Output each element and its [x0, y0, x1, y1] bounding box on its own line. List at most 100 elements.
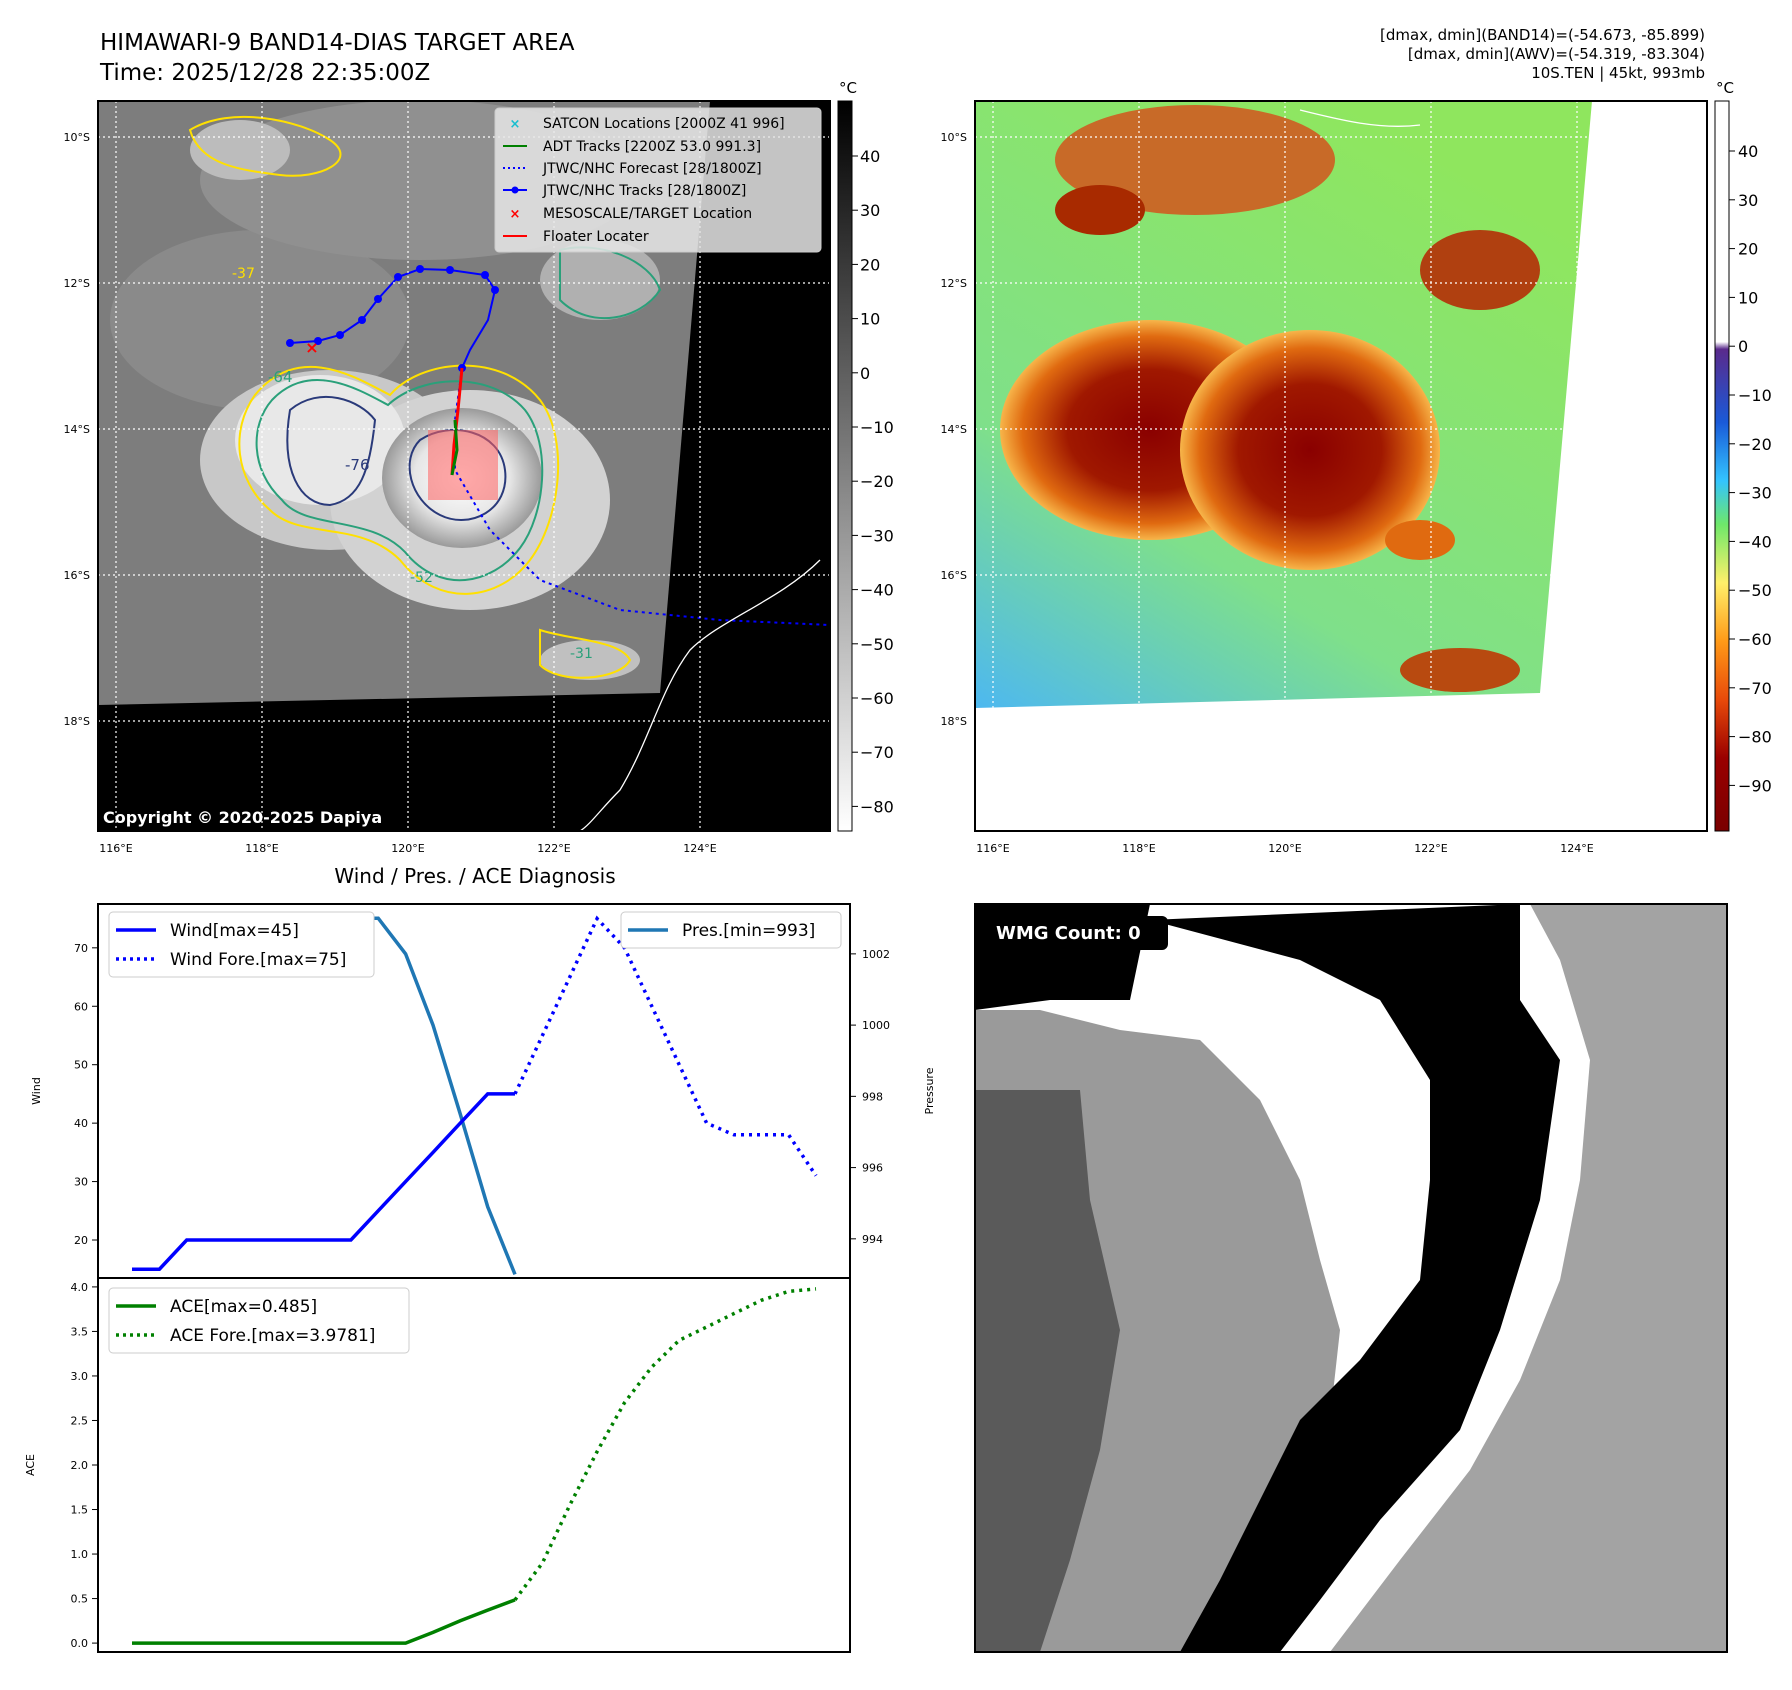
wind-ytick-label: 30 — [74, 1176, 88, 1189]
wmg-badge — [988, 916, 1168, 950]
wv-gridlines: 10°S 12°S 14°S 16°S 18°S 116°E 118°E 120°E 122°E… — [941, 101, 1707, 855]
adt-track-line — [450, 419, 459, 476]
wv-lon-label: 116°E — [976, 842, 1009, 855]
legend-label-floater: Floater Locater — [543, 229, 649, 245]
ir-cbar-tick-label: −10 — [860, 418, 894, 437]
ace-chart: ACE 0.0 0.5 1.0 1.5 2.0 2.5 3.0 3.5 4.0 ACE[max=0… — [24, 1277, 851, 1653]
legend-box — [494, 107, 822, 253]
stats-awv: [dmax, dmin](AWV)=(-54.319, -83.304) — [1408, 45, 1705, 63]
ir-coastline — [579, 559, 821, 831]
ir-cbar-tick-label: 10 — [860, 310, 880, 329]
ir-lon-label: 116°E — [99, 842, 132, 855]
legend-label-target: MESOSCALE/TARGET Location — [543, 206, 752, 222]
wv-cbar-tick-label: −10 — [1738, 386, 1772, 405]
wind-ytick-label: 20 — [74, 1234, 88, 1247]
pressure-axis-label: Pressure — [923, 1067, 936, 1114]
wind-ytick-label: 50 — [74, 1059, 88, 1072]
contour-label-3: -52 — [410, 570, 433, 586]
tracks-legend-dot-icon — [511, 186, 519, 194]
ace-axis-label: ACE — [24, 1454, 37, 1476]
ir-cbar-tick-label: 40 — [860, 147, 880, 166]
wind-axis-label: Wind — [30, 1077, 43, 1105]
wind-legend-label: Wind[max=45] — [170, 921, 299, 941]
ir-colorbar — [837, 100, 853, 832]
wv-cbar-tick-label: −60 — [1738, 630, 1772, 649]
wmg-region-light — [1330, 904, 1727, 1652]
ir-lat-label: 14°S — [64, 423, 90, 436]
wv-cbar-tick-label: −80 — [1738, 728, 1772, 747]
wv-lat-label: 14°S — [941, 423, 967, 436]
ir-gridlines: 10°S 12°S 14°S 16°S 18°S 116°E 118°E 120°E 122°E… — [64, 101, 830, 855]
ir-lon-label: 118°E — [245, 842, 278, 855]
wv-map-panel: 10°S 12°S 14°S 16°S 18°S 116°E 118°E 120°E 122°E… — [941, 79, 1772, 855]
stats-band14: [dmax, dmin](BAND14)=(-54.673, -85.899) — [1380, 26, 1705, 44]
wv-lat-label: 18°S — [941, 715, 967, 728]
ace-legend-box — [108, 1287, 410, 1354]
wind-series-line — [132, 1092, 515, 1271]
wind-ytick-label: 60 — [74, 1000, 88, 1013]
wv-lon-label: 118°E — [1122, 842, 1155, 855]
wv-cbar-tick-label: −50 — [1738, 581, 1772, 600]
pressure-legend-box — [620, 911, 842, 949]
wind-legend-box — [108, 911, 375, 978]
contour-label-1: -76 — [345, 456, 370, 474]
ace-ytick-label: 3.0 — [71, 1370, 89, 1383]
pressure-ytick-label: 994 — [862, 1233, 883, 1246]
contour-label-2: -64 — [268, 368, 293, 386]
ace-ytick-label: 3.5 — [71, 1325, 89, 1338]
wind-ytick-label: 70 — [74, 942, 88, 955]
wmg-panel: WMG Count: 0 — [974, 903, 1728, 1653]
ir-cbar-tick-label: −40 — [860, 581, 894, 600]
legend-label-tracks: JTWC/NHC Tracks [28/1800Z] — [542, 183, 746, 199]
ir-legend: × SATCON Locations [2000Z 41 996] ADT Tr… — [494, 107, 822, 253]
ace-ytick-label: 4.0 — [71, 1281, 89, 1294]
ir-cbar-tick-label: −60 — [860, 689, 894, 708]
wv-cbar-tick-label: 30 — [1738, 191, 1758, 210]
ir-cbar-tick-label: −70 — [860, 743, 894, 762]
pressure-ytick-label: 1000 — [862, 1019, 890, 1032]
wv-lon-label: 122°E — [1414, 842, 1447, 855]
pressure-ytick-label: 1002 — [862, 948, 890, 961]
wv-colorbar-ticks: 40 30 20 10 0 −10 −20 −30 −40 −50 −60 −70 −80 −90 — [1729, 142, 1772, 795]
wv-cbar-tick-label: −70 — [1738, 679, 1772, 698]
wv-cbar-tick-label: −90 — [1738, 776, 1772, 795]
ir-colorbar-ticks: 40 30 20 10 0 −10 −20 −30 −40 −50 −60 −70 −80 — [852, 147, 894, 816]
ace-legend-label: ACE[max=0.485] — [170, 1297, 317, 1317]
pressure-legend-label: Pres.[min=993] — [682, 921, 815, 941]
ir-cbar-tick-label: −30 — [860, 526, 894, 545]
wv-lat-label: 16°S — [941, 569, 967, 582]
diagnosis-title: Wind / Pres. / ACE Diagnosis — [334, 864, 615, 888]
target-location-marker: × — [305, 338, 318, 357]
ir-cbar-tick-label: −50 — [860, 635, 894, 654]
ir-cbar-tick-label: 20 — [860, 255, 880, 274]
wv-map-frame — [974, 100, 1708, 832]
ir-map-panel: × -76 -64 -52 -37 -31 10°S 12°S 14°S 16°S 18… — [64, 79, 894, 855]
target-legend-marker-icon: × — [510, 207, 521, 222]
pressure-ytick-label: 996 — [862, 1162, 883, 1175]
wv-cbar-tick-label: 10 — [1738, 288, 1758, 307]
pressure-ytick-label: 998 — [862, 1090, 883, 1103]
wv-colorbar-unit: °C — [1716, 79, 1734, 97]
ace-ytick-label: 1.5 — [71, 1504, 89, 1517]
wv-lat-label: 10°S — [941, 131, 967, 144]
ir-colorbar-unit: °C — [839, 79, 857, 97]
ir-lat-label: 10°S — [64, 131, 90, 144]
wv-imagery — [975, 101, 1592, 708]
wv-colorbar — [1714, 100, 1730, 832]
legend-label-adt: ADT Tracks [2200Z 53.0 991.3] — [543, 139, 761, 155]
ir-cbar-tick-label: 0 — [860, 364, 870, 383]
stats-storm: 10S.TEN | 45kt, 993mb — [1531, 64, 1705, 82]
ir-map-frame — [97, 100, 831, 832]
contour-label-4: -37 — [232, 266, 255, 282]
wv-cbar-tick-label: 0 — [1738, 337, 1748, 356]
ir-cbar-tick-label: −20 — [860, 472, 894, 491]
ir-lat-label: 16°S — [64, 569, 90, 582]
wv-lat-label: 12°S — [941, 277, 967, 290]
legend-label-forecast: JTWC/NHC Forecast [28/1800Z] — [542, 161, 762, 177]
wv-lon-label: 124°E — [1560, 842, 1593, 855]
ace-ytick-label: 2.5 — [71, 1414, 89, 1427]
ace-series-line — [513, 1287, 817, 1601]
wv-cbar-tick-label: 20 — [1738, 240, 1758, 259]
wind-pressure-chart: Wind Pressure 20 30 40 50 60 70 994 996 998 1000 1… — [30, 903, 936, 1279]
